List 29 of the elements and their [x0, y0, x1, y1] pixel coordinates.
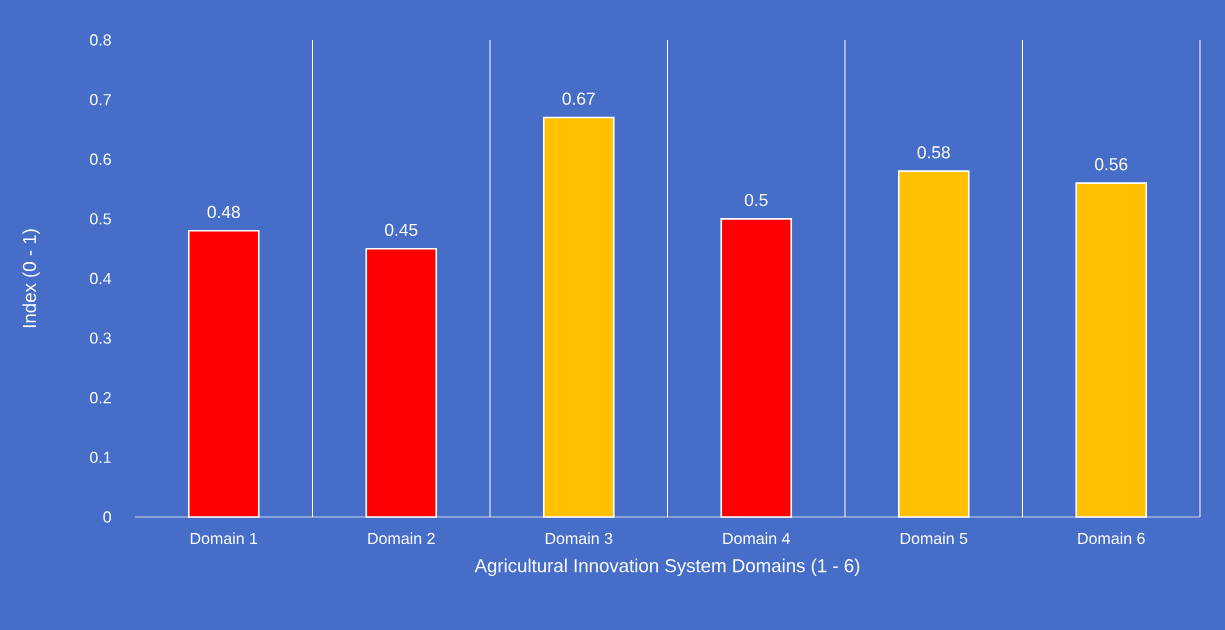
- y-tick-label: 0: [103, 511, 112, 523]
- bar: [365, 247, 438, 518]
- data-label: 0.67: [562, 92, 595, 105]
- y-tick-label: 0.1: [90, 451, 111, 464]
- bar: [1075, 182, 1148, 518]
- bar: [897, 170, 970, 518]
- y-tick-label: 0.8: [90, 34, 111, 46]
- x-tick-label: Domain 1: [190, 532, 258, 545]
- data-label: 0.48: [207, 205, 240, 219]
- x-tick-label: Domain 2: [368, 532, 435, 545]
- x-tick-label: Domain 6: [1078, 532, 1145, 545]
- y-tick-label: 0.3: [90, 332, 111, 344]
- y-tick-label: 0.2: [90, 392, 111, 404]
- bar: [542, 116, 615, 518]
- data-label: 0.45: [385, 223, 418, 236]
- x-tick-label: Domain 5: [900, 532, 968, 545]
- x-tick-label: Domain 4: [723, 532, 790, 545]
- x-tick-label: Domain 3: [545, 532, 613, 545]
- data-label: 0.56: [1095, 158, 1128, 171]
- x-axis-title: Agricultural Innovation System Domains (1 - 6): [474, 558, 860, 576]
- y-tick-label: 0.6: [90, 153, 111, 165]
- bar: [187, 230, 260, 518]
- y-tick-label: 0.4: [90, 272, 112, 285]
- bar: [720, 218, 793, 518]
- data-label: 0.58: [917, 146, 950, 159]
- y-axis-title: Index (0 - 1): [22, 229, 40, 328]
- y-tick-label: 0.5: [90, 213, 111, 225]
- y-tick-label: 0.7: [90, 93, 111, 106]
- data-label: 0.5: [744, 193, 768, 207]
